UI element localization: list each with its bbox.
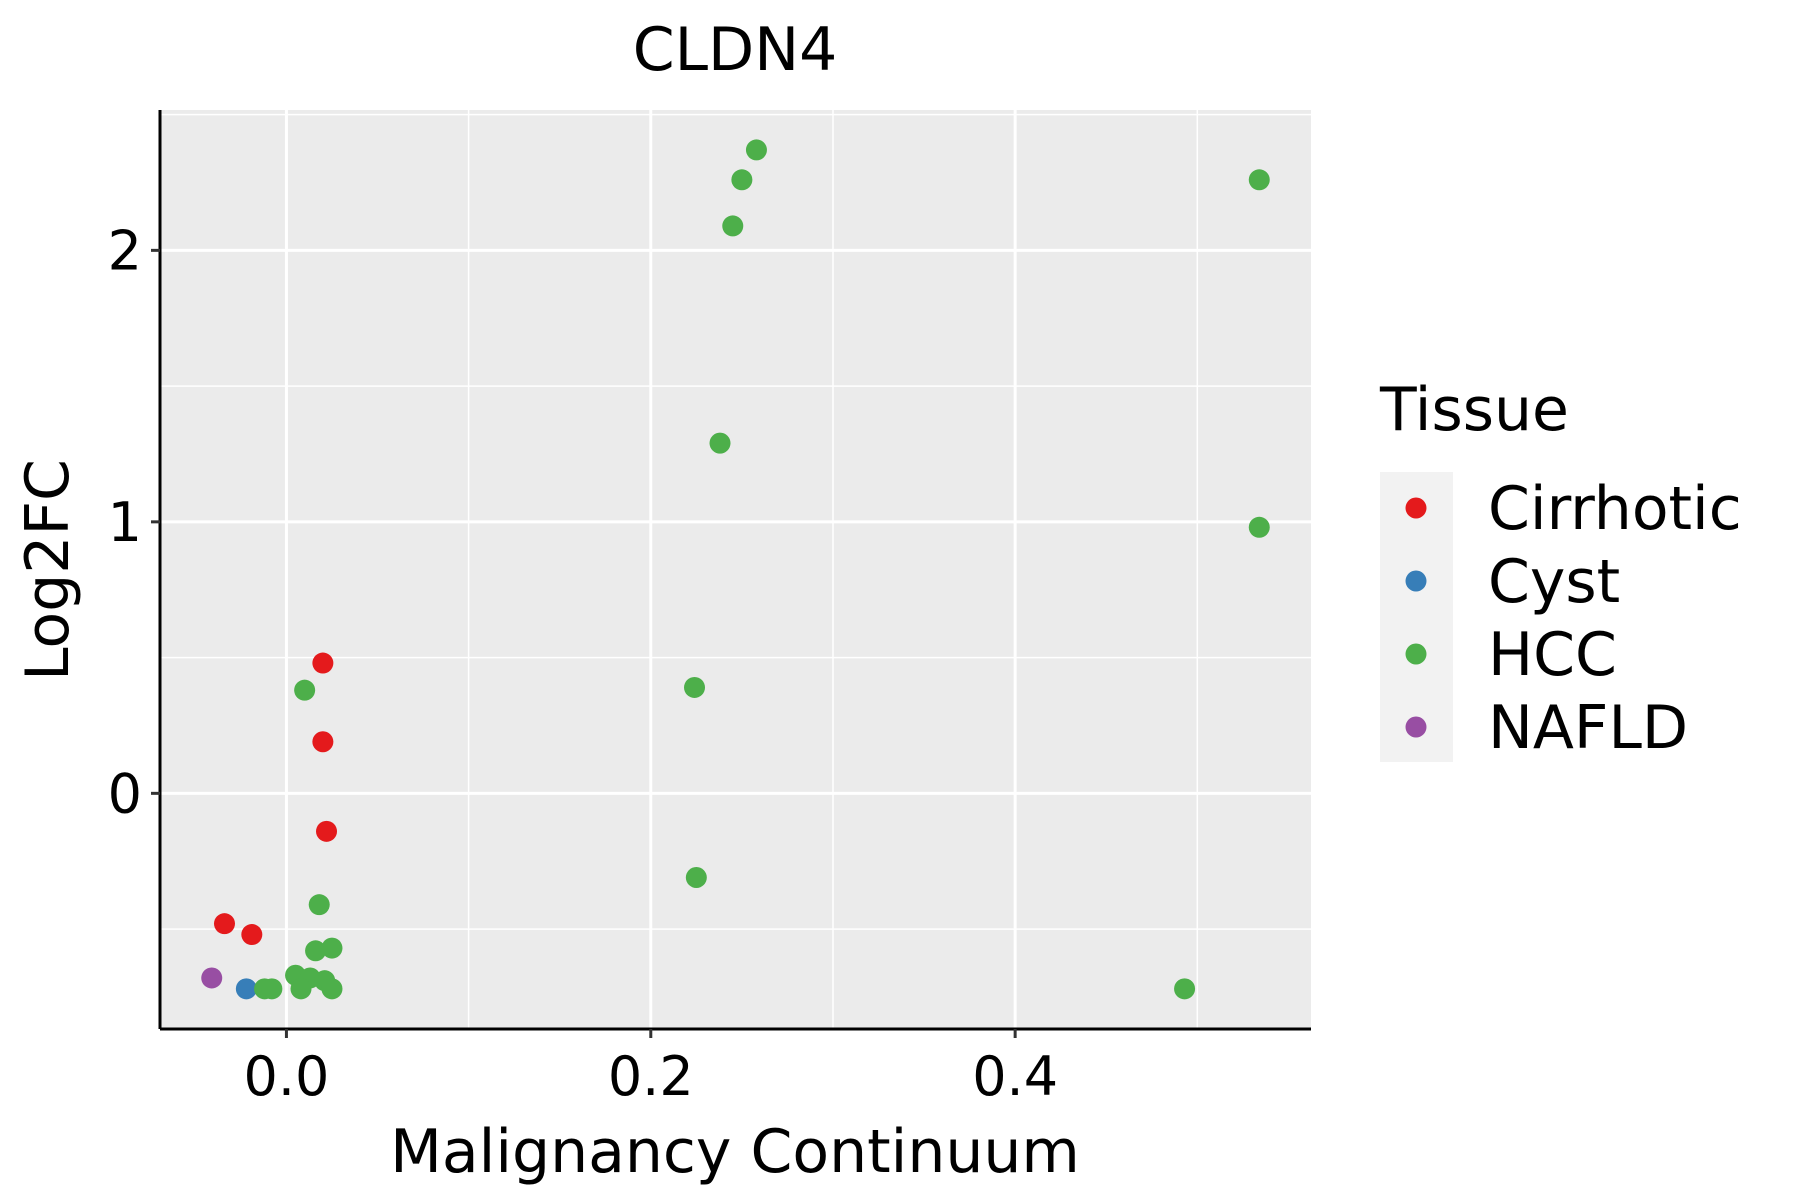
point-hcc <box>294 679 316 701</box>
point-cyst <box>235 978 257 1000</box>
point-hcc <box>308 894 330 916</box>
y-axis-label: Log2FC <box>13 459 83 681</box>
plot-panel <box>160 110 1311 1029</box>
point-hcc <box>305 940 327 962</box>
point-hcc <box>684 676 706 698</box>
point-cirrhotic <box>241 924 263 946</box>
y-tick-label: 1 <box>108 491 142 554</box>
point-hcc <box>1248 516 1270 538</box>
legend-title: Tissue <box>1379 375 1569 445</box>
legend-key-background <box>1380 472 1453 762</box>
y-tick-label: 2 <box>108 219 142 282</box>
legend-label: Cirrhotic <box>1488 474 1742 544</box>
legend-label: Cyst <box>1488 547 1620 617</box>
point-hcc <box>1174 978 1196 1000</box>
point-nafld <box>201 967 223 989</box>
axis-ticks: 0.0 0.2 0.4 0 1 2 <box>108 219 1058 1108</box>
legend-key-hcc <box>1405 643 1427 665</box>
data-points <box>201 139 1270 1000</box>
x-tick-label: 0.4 <box>972 1045 1058 1108</box>
point-hcc <box>722 215 744 237</box>
point-hcc <box>1248 169 1270 191</box>
chart-title: CLDN4 <box>633 15 838 85</box>
legend-key-nafld <box>1405 716 1427 738</box>
x-tick-label: 0.0 <box>243 1045 329 1108</box>
point-hcc <box>709 432 731 454</box>
grid-lines <box>160 110 1311 1029</box>
point-cirrhotic <box>213 913 235 935</box>
point-hcc <box>290 978 312 1000</box>
point-cirrhotic <box>316 820 338 842</box>
point-hcc <box>321 937 343 959</box>
legend-label: HCC <box>1488 620 1617 690</box>
legend-key-cyst <box>1405 570 1427 592</box>
legend-label: NAFLD <box>1488 693 1688 763</box>
legend-key-cirrhotic <box>1405 497 1427 519</box>
point-hcc <box>685 867 707 889</box>
point-hcc <box>261 978 283 1000</box>
point-hcc <box>745 139 767 161</box>
point-cirrhotic <box>312 652 334 674</box>
point-hcc <box>321 978 343 1000</box>
point-cirrhotic <box>312 731 334 753</box>
x-tick-label: 0.2 <box>608 1045 694 1108</box>
y-tick-label: 0 <box>108 762 142 825</box>
point-hcc <box>731 169 753 191</box>
x-axis-label: Malignancy Continuum <box>390 1117 1080 1187</box>
